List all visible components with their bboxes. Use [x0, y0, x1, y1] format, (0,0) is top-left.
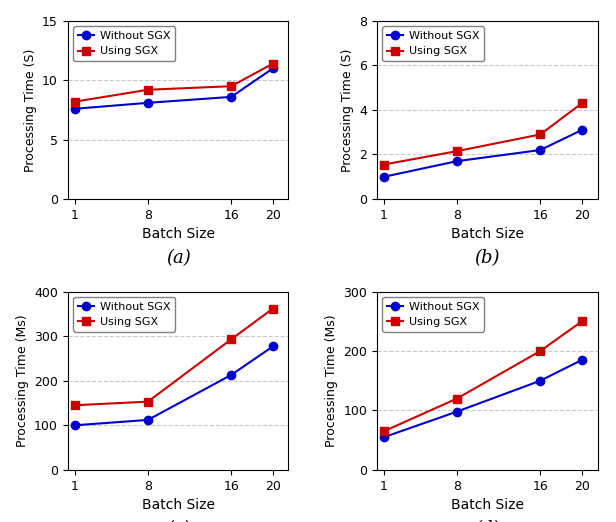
X-axis label: Batch Size: Batch Size [142, 227, 214, 241]
Without SGX [144, 417, 152, 423]
Using SGX [380, 161, 387, 168]
Without SGX [71, 105, 79, 112]
Text: (c): (c) [166, 520, 190, 522]
Using SGX [71, 99, 79, 105]
Y-axis label: Processing Time (S): Processing Time (S) [341, 48, 354, 172]
Line: Without SGX: Without SGX [71, 64, 277, 113]
Using SGX [227, 336, 235, 342]
Using SGX [453, 148, 461, 155]
Using SGX [71, 402, 79, 408]
Using SGX [578, 100, 586, 106]
X-axis label: Batch Size: Batch Size [451, 498, 524, 512]
Text: (a): (a) [166, 249, 190, 267]
Legend: Without SGX, Using SGX: Without SGX, Using SGX [73, 27, 175, 61]
Without SGX [269, 65, 277, 72]
Without SGX [380, 434, 387, 440]
X-axis label: Batch Size: Batch Size [142, 498, 214, 512]
Legend: Without SGX, Using SGX: Without SGX, Using SGX [383, 27, 484, 61]
Using SGX [537, 132, 544, 138]
Line: Without SGX: Without SGX [380, 126, 586, 181]
Without SGX [453, 409, 461, 415]
Line: Without SGX: Without SGX [71, 342, 277, 430]
Legend: Without SGX, Using SGX: Without SGX, Using SGX [73, 297, 175, 331]
Using SGX [537, 348, 544, 354]
Without SGX [71, 422, 79, 429]
Y-axis label: Processing Time (Ms): Processing Time (Ms) [325, 314, 338, 447]
X-axis label: Batch Size: Batch Size [451, 227, 524, 241]
Using SGX [269, 61, 277, 67]
Using SGX [380, 428, 387, 434]
Using SGX [144, 87, 152, 93]
Line: Without SGX: Without SGX [380, 356, 586, 441]
Y-axis label: Processing Time (S): Processing Time (S) [23, 48, 36, 172]
Using SGX [269, 305, 277, 312]
Line: Using SGX: Using SGX [380, 99, 586, 169]
Line: Using SGX: Using SGX [380, 317, 586, 435]
Without SGX [578, 127, 586, 133]
Text: (b): (b) [474, 249, 500, 267]
Without SGX [578, 357, 586, 363]
Without SGX [380, 174, 387, 180]
Using SGX [227, 83, 235, 89]
Line: Using SGX: Using SGX [71, 304, 277, 409]
Line: Using SGX: Using SGX [71, 60, 277, 106]
Without SGX [537, 377, 544, 384]
Without SGX [537, 147, 544, 153]
Without SGX [269, 343, 277, 350]
Using SGX [453, 395, 461, 401]
Legend: Without SGX, Using SGX: Without SGX, Using SGX [383, 297, 484, 331]
Without SGX [144, 100, 152, 106]
Without SGX [227, 372, 235, 378]
Without SGX [453, 158, 461, 164]
Text: (d): (d) [474, 520, 500, 522]
Using SGX [144, 398, 152, 405]
Using SGX [578, 318, 586, 325]
Y-axis label: Processing Time (Ms): Processing Time (Ms) [15, 314, 28, 447]
Without SGX [227, 94, 235, 100]
